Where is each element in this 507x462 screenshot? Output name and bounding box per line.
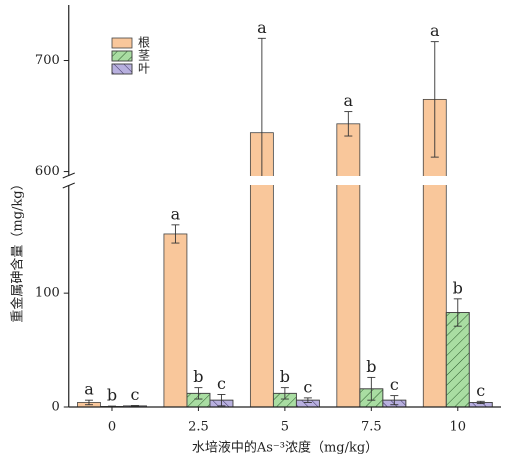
y-tick-label: 100 bbox=[35, 286, 60, 301]
legend-swatch-hatch bbox=[111, 63, 133, 75]
significance-letter: c bbox=[303, 377, 312, 396]
axis-break bbox=[62, 176, 501, 185]
x-tick-label: 0 bbox=[108, 420, 116, 435]
bar-hatch bbox=[445, 312, 470, 408]
legend-label: 叶 bbox=[138, 62, 150, 76]
significance-letter: c bbox=[217, 374, 226, 393]
legend-swatch bbox=[111, 37, 133, 49]
x-tick-label: 5 bbox=[281, 420, 289, 435]
x-tick-label: 7.5 bbox=[361, 420, 382, 435]
y-tick-label: 0 bbox=[51, 400, 59, 415]
bar bbox=[336, 123, 361, 408]
x-axis-label: 水培液中的As⁻³浓度（mg/kg） bbox=[192, 440, 378, 456]
legend-swatch-hatch bbox=[111, 50, 133, 62]
significance-letter: c bbox=[476, 381, 485, 400]
significance-letter: a bbox=[344, 91, 354, 110]
significance-letter: b bbox=[280, 367, 290, 386]
legend-label: 茎 bbox=[138, 49, 150, 63]
y-tick-label: 700 bbox=[35, 53, 60, 68]
significance-letter: a bbox=[171, 204, 181, 223]
x-tick-label: 2.5 bbox=[188, 420, 209, 435]
y-axis-label: 重金属砷含量（mg/kg） bbox=[10, 177, 26, 322]
y-tick-label: 600 bbox=[35, 164, 60, 179]
legend-label: 根 bbox=[138, 36, 150, 50]
significance-letter: c bbox=[390, 375, 399, 394]
significance-letter: b bbox=[366, 357, 376, 376]
significance-letter: c bbox=[130, 385, 139, 404]
significance-letter: b bbox=[107, 386, 117, 405]
bar bbox=[163, 233, 188, 408]
x-tick-label: 10 bbox=[450, 420, 467, 435]
significance-letter: a bbox=[430, 21, 440, 40]
significance-letter: a bbox=[84, 380, 94, 399]
significance-letter: b bbox=[193, 367, 203, 386]
significance-letter: a bbox=[257, 18, 267, 37]
significance-letter: b bbox=[453, 278, 463, 297]
